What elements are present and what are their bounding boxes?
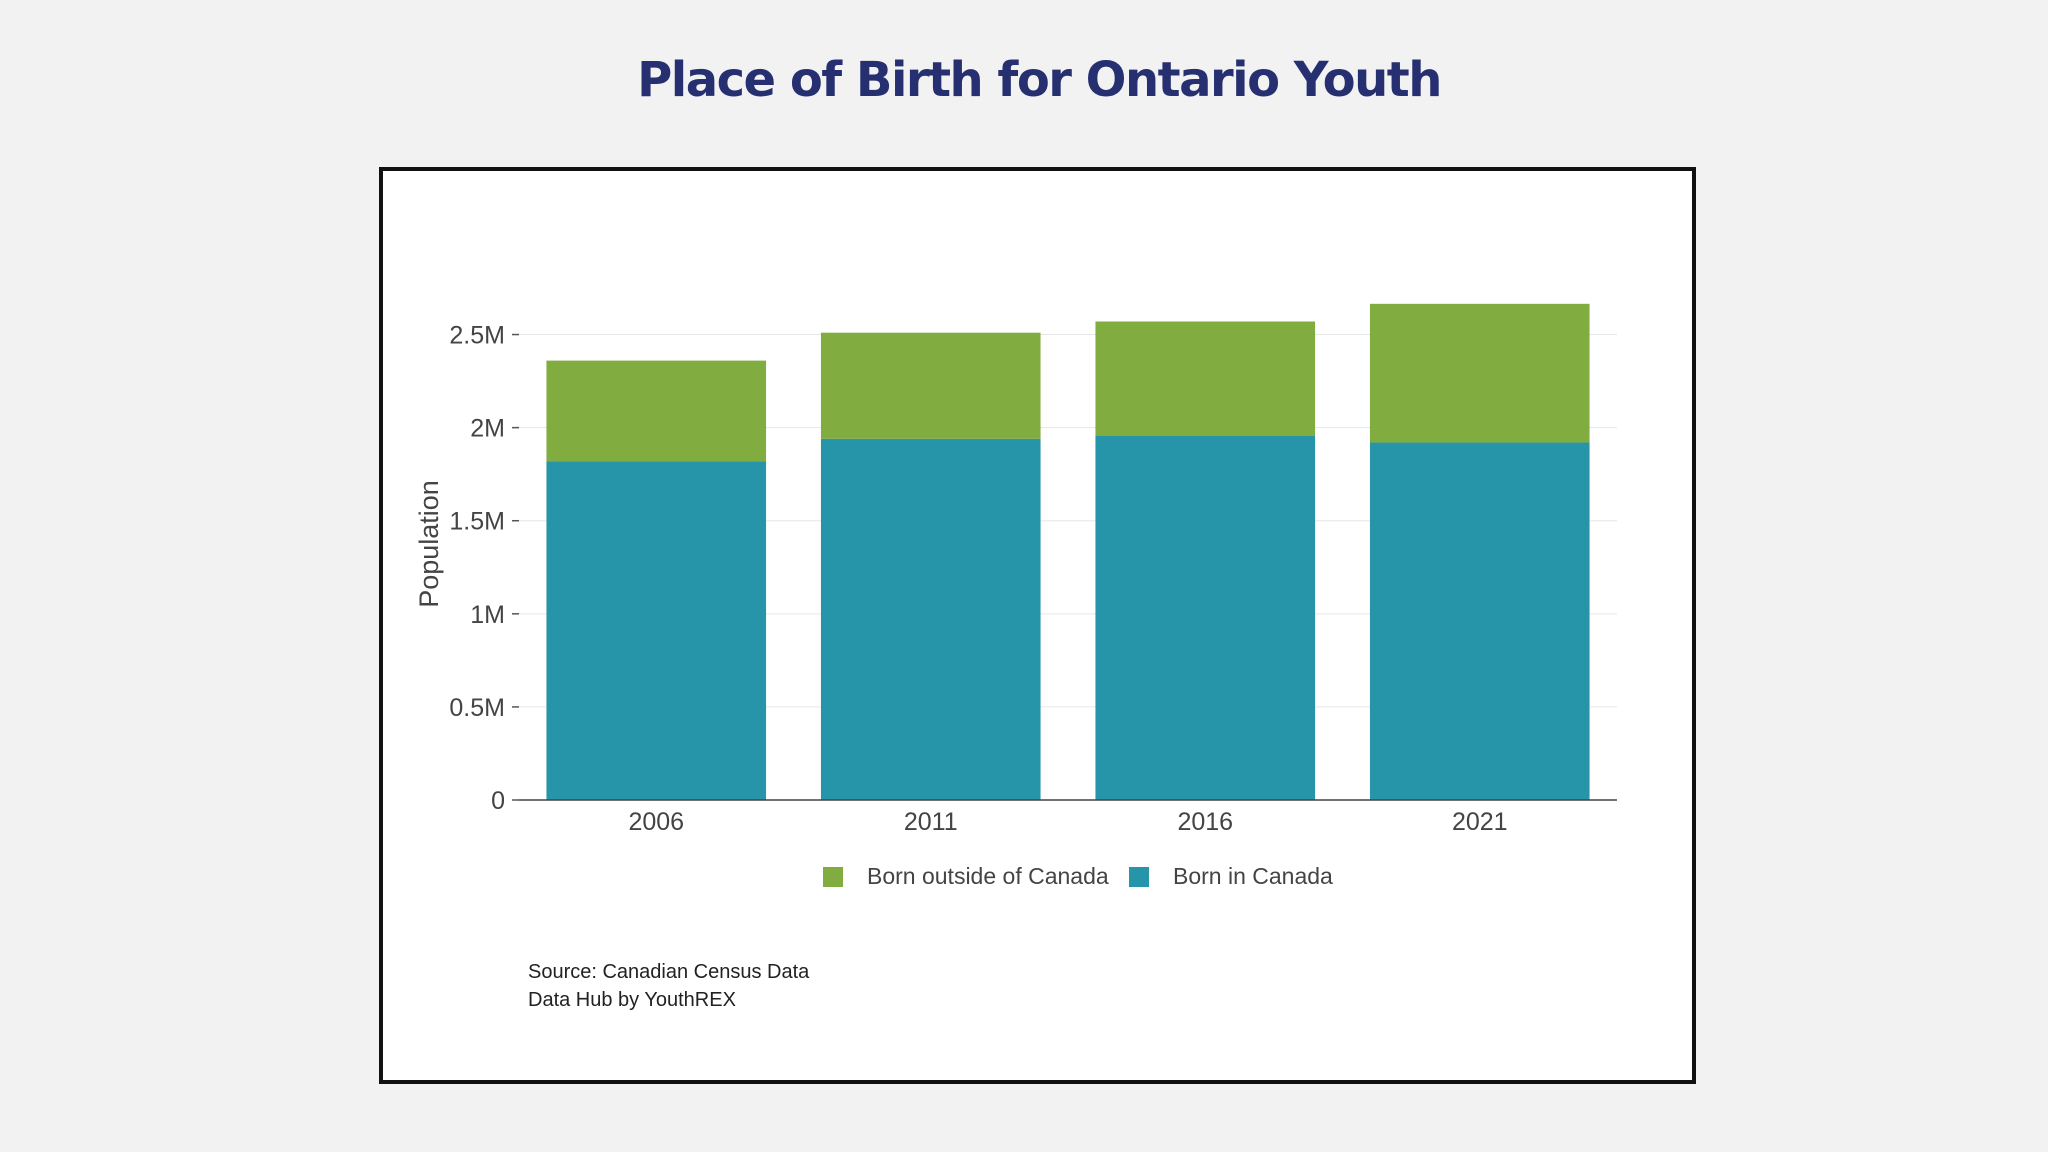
bar-born-in-canada <box>820 438 1041 800</box>
x-tick-label: 2011 <box>904 808 958 836</box>
bar-born-in-canada <box>1095 436 1316 800</box>
legend-label: Born in Canada <box>1173 863 1333 889</box>
page-title: Place of Birth for Ontario Youth <box>637 52 1442 108</box>
bar-born-in-canada <box>546 461 767 800</box>
x-tick-label: 2006 <box>628 808 684 836</box>
y-tick-label: 1.5M <box>449 508 505 536</box>
bar-born-in-canada <box>1369 442 1590 800</box>
legend-swatch <box>823 867 843 887</box>
bar-born-outside-canada <box>1095 321 1316 437</box>
y-tick-label: 1M <box>470 601 505 629</box>
y-tick-label: 0.5M <box>449 694 505 722</box>
bar-born-outside-canada <box>1369 303 1590 443</box>
bar-born-outside-canada <box>820 332 1041 439</box>
bars <box>546 303 1590 800</box>
y-tick-label: 2.5M <box>449 322 505 350</box>
y-tick-label: 2M <box>470 415 505 443</box>
x-tick-label: 2021 <box>1452 808 1508 836</box>
legend-label: Born outside of Canada <box>867 863 1109 889</box>
legend-swatch <box>1129 867 1149 887</box>
y-tick-label: 0 <box>491 787 505 815</box>
y-axis-title: Population <box>414 480 444 608</box>
bar-born-outside-canada <box>546 360 767 462</box>
axes: 0 0.5M 1M 1.5M 2M 2.5M Population 2006 2011 2016 2… <box>414 322 1617 836</box>
stacked-bar-chart: 0 0.5M 1M 1.5M 2M 2.5M Population 2006 2011 2016 2… <box>414 303 1617 889</box>
chart-frame: 0 0.5M 1M 1.5M 2M 2.5M Population 2006 2011 2016 2… <box>379 167 1696 1084</box>
source-note: Source: Canadian Census Data Data Hub by … <box>528 958 809 1014</box>
x-tick-label: 2016 <box>1177 808 1233 836</box>
legend: Born outside of Canada Born in Canada <box>823 863 1333 889</box>
credit-line: Data Hub by YouthREX <box>528 989 736 1011</box>
source-line: Source: Canadian Census Data <box>528 961 810 983</box>
